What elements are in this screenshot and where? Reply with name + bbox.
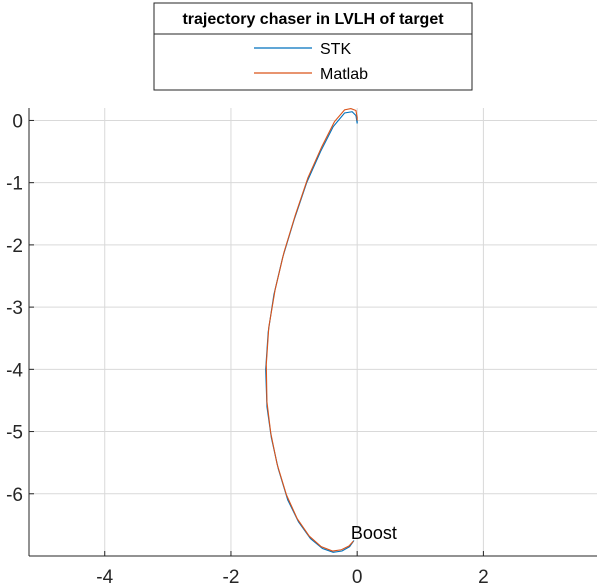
series-line-stk <box>265 111 358 553</box>
plot-series <box>265 108 358 553</box>
y-tick-label: -5 <box>6 423 23 444</box>
grid <box>29 108 597 556</box>
boost-annotation: Boost <box>351 523 397 543</box>
y-tick-label: 0 <box>12 111 23 132</box>
axes: -4 -2 0 2 0 -1 -2 -3 -4 -5 -6 <box>6 108 597 588</box>
legend-label: Matlab <box>320 66 368 83</box>
y-tick-label: -4 <box>6 360 23 381</box>
y-tick-label: -3 <box>6 298 23 319</box>
x-tick-label: 2 <box>478 567 489 588</box>
y-tick-label: -6 <box>6 485 23 506</box>
y-tick-label: -1 <box>6 174 23 195</box>
annotations: Boost <box>351 523 397 543</box>
x-tick-label: -4 <box>96 567 113 588</box>
x-tick-label: -2 <box>223 567 240 588</box>
x-tick-label: 0 <box>352 567 363 588</box>
legend-title: trajectory chaser in LVLH of target <box>182 11 444 28</box>
legend-label: STK <box>320 41 351 58</box>
legend-box <box>153 2 473 91</box>
legend: trajectory chaser in LVLH of target STK Ma… <box>153 2 473 91</box>
series-line-matlab <box>265 108 358 552</box>
y-tick-label: -2 <box>6 236 23 257</box>
